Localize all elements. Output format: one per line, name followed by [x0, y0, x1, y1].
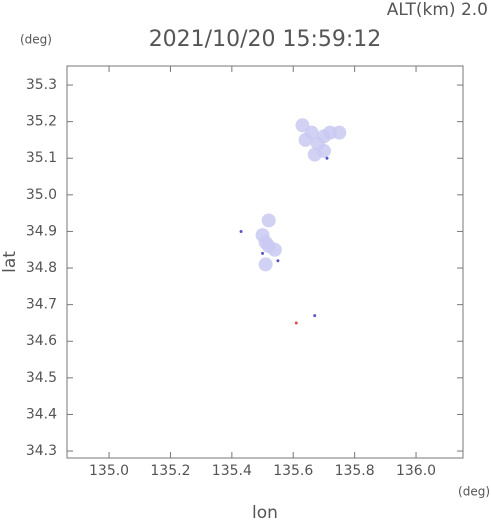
y-unit: (deg): [20, 33, 52, 47]
y-tick-label: 34.9: [26, 223, 57, 239]
echo-point: [261, 213, 276, 228]
x-tick-label: 135.2: [150, 463, 190, 479]
y-tick-label: 35.1: [26, 150, 57, 166]
y-tick-label: 34.6: [26, 333, 57, 349]
echo-point: [255, 228, 270, 243]
x-tick-label: 135.8: [335, 463, 375, 479]
plot-frame: [66, 65, 464, 459]
echo-point: [332, 125, 347, 140]
x-tick-label: 135.0: [89, 463, 129, 479]
y-axis-label: lat: [0, 251, 20, 273]
echo-point: [267, 242, 282, 257]
y-tick-label: 34.4: [26, 406, 57, 422]
y-tick-label: 34.7: [26, 297, 57, 313]
echo-point: [276, 259, 280, 263]
y-tick-label: 35.2: [26, 114, 57, 130]
echo-point: [261, 251, 265, 255]
annotation: ALT(km) 2.0: [387, 0, 488, 20]
echo-point: [298, 132, 313, 147]
echo-point: [316, 143, 331, 158]
y-tick-label: 35.0: [26, 187, 57, 203]
x-tick-label: 135.4: [212, 463, 252, 479]
echo-point: [258, 257, 273, 272]
x-unit: (deg): [458, 485, 490, 499]
echo-point: [294, 321, 298, 325]
x-tick-label: 135.6: [273, 463, 313, 479]
y-tick-label: 35.3: [26, 77, 57, 93]
echo-point: [239, 229, 243, 233]
echo-point: [325, 156, 329, 160]
y-tick-label: 34.5: [26, 370, 57, 386]
y-tick-label: 34.8: [26, 260, 57, 276]
chart-title: 2021/10/20 15:59:12: [149, 27, 382, 52]
x-axis-label: lon: [252, 503, 278, 521]
y-tick-label: 34.3: [26, 443, 57, 459]
echo-point: [313, 314, 317, 318]
echo-point: [295, 118, 310, 133]
x-tick-label: 136.0: [396, 463, 436, 479]
